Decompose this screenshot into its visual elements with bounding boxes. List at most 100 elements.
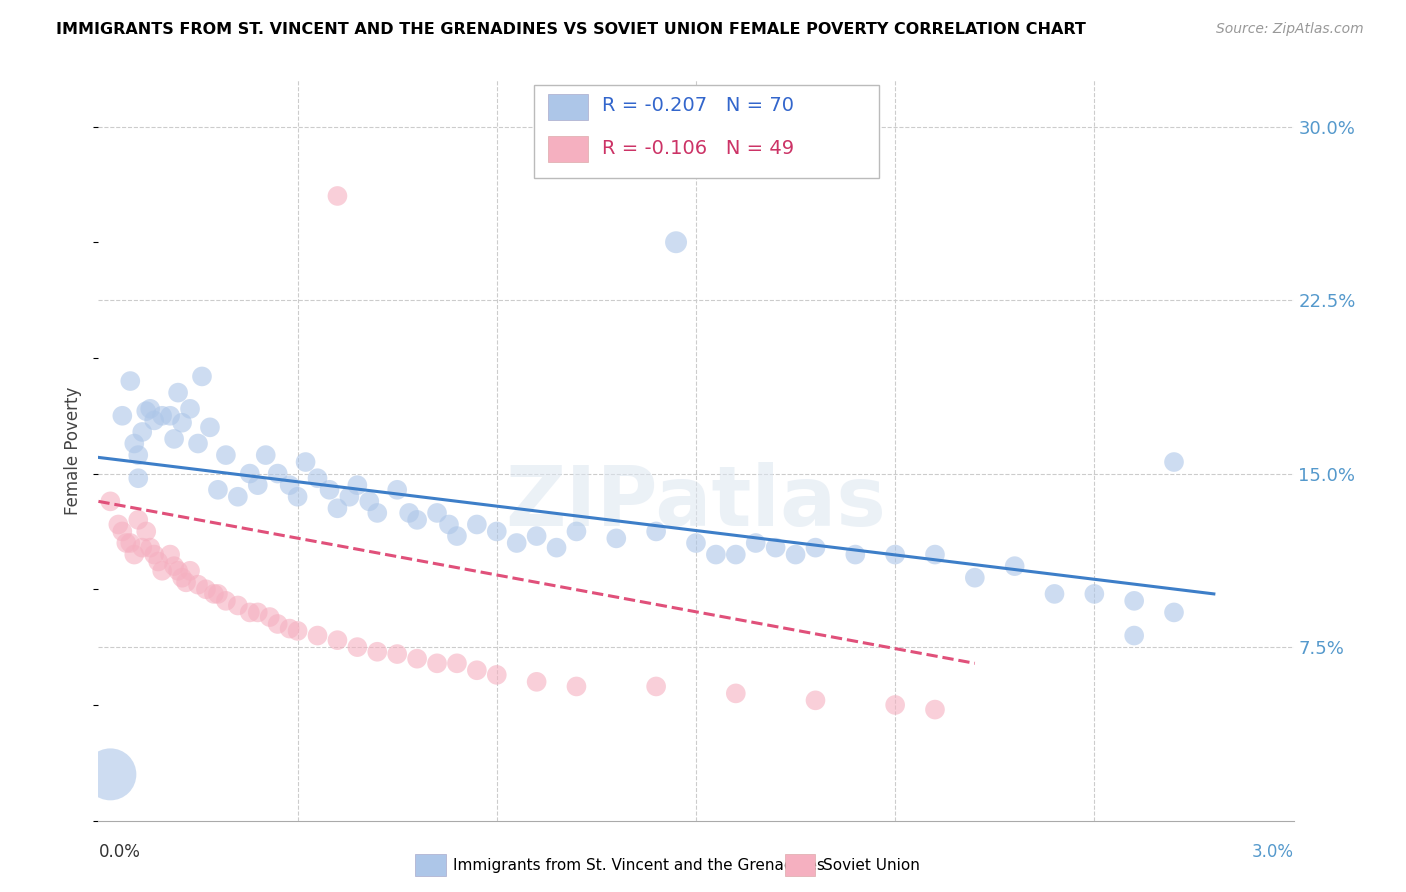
Point [150, 409, 173, 423]
Point [745, 536, 768, 550]
Point [202, 587, 225, 601]
Point [267, 467, 290, 481]
Point [278, 478, 301, 492]
Point [278, 622, 301, 636]
Point [226, 599, 249, 613]
Point [195, 582, 218, 597]
Point [163, 559, 186, 574]
Point [167, 564, 190, 578]
Point [115, 536, 138, 550]
Point [645, 680, 668, 694]
Point [724, 686, 747, 700]
Point [139, 541, 162, 555]
Point [127, 513, 149, 527]
Point [346, 640, 368, 654]
Point [565, 131, 588, 145]
Point [437, 517, 460, 532]
Point [318, 483, 340, 497]
Point [704, 548, 727, 562]
Text: IMMIGRANTS FROM ST. VINCENT AND THE GRENADINES VS SOVIET UNION FEMALE POVERTY CO: IMMIGRANTS FROM ST. VINCENT AND THE GREN… [56, 22, 1085, 37]
Point [339, 490, 361, 504]
Point [465, 663, 488, 677]
Point [135, 524, 157, 539]
Point [139, 401, 162, 416]
Point [187, 577, 209, 591]
Point [406, 651, 429, 665]
Point [406, 513, 429, 527]
Point [124, 548, 146, 562]
Point [107, 517, 129, 532]
Point [326, 633, 349, 648]
Point [207, 587, 229, 601]
Point [785, 548, 807, 562]
Point [246, 478, 269, 492]
Point [1163, 606, 1185, 620]
Text: Immigrants from St. Vincent and the Grenadines: Immigrants from St. Vincent and the Gren… [453, 858, 825, 872]
Point [150, 564, 173, 578]
Point [239, 606, 262, 620]
Text: 3.0%: 3.0% [1251, 843, 1294, 861]
Point [326, 501, 349, 516]
Point [366, 506, 388, 520]
Point [326, 189, 349, 203]
Point [884, 698, 907, 712]
Point [485, 668, 508, 682]
Point [167, 385, 190, 400]
Point [259, 610, 281, 624]
Point [1004, 559, 1026, 574]
Point [148, 554, 170, 569]
Point [198, 420, 221, 434]
Point [215, 594, 238, 608]
Point [804, 693, 827, 707]
Point [127, 471, 149, 485]
Point [246, 606, 269, 620]
Point [179, 564, 201, 578]
Point [565, 680, 588, 694]
Point [645, 524, 668, 539]
Point [215, 448, 238, 462]
Point [924, 548, 946, 562]
Text: Soviet Union: Soviet Union [823, 858, 920, 872]
Point [446, 657, 468, 671]
Point [359, 494, 381, 508]
Point [665, 235, 688, 250]
Point [685, 536, 707, 550]
Point [294, 455, 316, 469]
Point [135, 404, 157, 418]
Point [143, 548, 166, 562]
Point [111, 524, 134, 539]
Point [172, 571, 194, 585]
Point [187, 436, 209, 450]
Point [963, 571, 986, 585]
Text: ZIPatlas: ZIPatlas [506, 462, 886, 543]
Point [191, 369, 214, 384]
Text: Source: ZipAtlas.com: Source: ZipAtlas.com [1216, 22, 1364, 37]
Point [426, 506, 449, 520]
Point [366, 645, 388, 659]
Point [1123, 628, 1146, 642]
Point [307, 471, 329, 485]
Point [924, 703, 946, 717]
Point [127, 448, 149, 462]
Point [426, 657, 449, 671]
Point [287, 624, 309, 638]
Point [111, 409, 134, 423]
Y-axis label: Female Poverty: Female Poverty [65, 386, 83, 515]
Point [485, 524, 508, 539]
Point [207, 483, 229, 497]
Point [398, 506, 420, 520]
Point [131, 425, 153, 439]
Point [546, 541, 568, 555]
Point [765, 541, 787, 555]
Point [526, 674, 548, 689]
Point [1083, 587, 1105, 601]
Point [120, 536, 142, 550]
Point [307, 628, 329, 642]
Point [254, 448, 277, 462]
Point [385, 483, 409, 497]
Point [124, 436, 146, 450]
Text: R = -0.207   N = 70: R = -0.207 N = 70 [602, 95, 794, 115]
Point [287, 490, 309, 504]
Point [884, 548, 907, 562]
Point [174, 575, 197, 590]
